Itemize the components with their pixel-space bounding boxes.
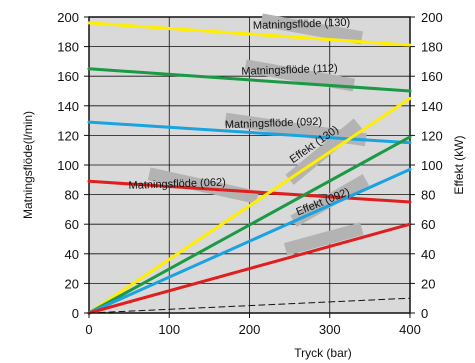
series-line [87,67,412,93]
series-lines [87,21,412,315]
y-tick-label: 80 [65,188,79,203]
y-tick-label: 0 [72,306,79,321]
y2-tick-label: 60 [421,217,435,232]
x-tick-label: 200 [239,322,261,337]
x-tick-label: 300 [319,322,341,337]
y2-tick-label: 160 [421,69,443,84]
y2-tick-label: 40 [421,247,435,262]
tick-marks [84,16,415,318]
series-annotation: Matningsflöde (062) [128,177,226,192]
series-line [87,120,412,145]
y2-tick-label: 100 [421,158,443,173]
label-backdrop [244,59,355,92]
y2-tick-label: 140 [421,99,443,114]
y2-tick-label: 20 [421,276,435,291]
label-backdrop [290,174,370,227]
series-annotation: Matningsflöde (092) [225,116,323,131]
y-tick-label: 100 [57,158,79,173]
y-tick-label: 60 [65,217,79,232]
series-line [87,222,412,315]
y2-tick-label: 120 [421,128,443,143]
y-tick-label: 180 [57,40,79,55]
y2-tick-label: 180 [421,40,443,55]
reference-dashed-line [88,297,411,314]
y-tick-label: 200 [57,10,79,25]
y-tick-label: 160 [57,69,79,84]
series-line [87,96,412,315]
label-backdrop [260,13,363,45]
y2-tick-label: 200 [421,10,443,25]
x-tick-label: 0 [85,322,92,337]
x-axis-label: Tryck (bar) [294,346,352,360]
y-tick-label: 20 [65,276,79,291]
x-tick-label: 100 [158,322,180,337]
series-annotation: Matningsflöde (130) [253,17,351,32]
y2-tick-label: 0 [421,306,428,321]
series-line [87,179,412,204]
series-line [87,21,412,47]
y-axis-left-label: Matningsflöde(l/min) [21,111,35,219]
label-backgrounds [147,13,370,256]
y-tick-label: 120 [57,128,79,143]
label-backdrop [283,222,364,256]
y-axis-right-label: Effekt (kW) [452,135,466,194]
series-annotation: Matningsflöde (112) [241,63,338,78]
label-backdrop [147,167,259,204]
series-line [87,135,412,315]
series-line [87,167,412,315]
y-tick-label: 40 [65,247,79,262]
tick-labels: 0 100 200 300 400020406080100120140160180200… [57,10,442,337]
y-tick-label: 140 [57,99,79,114]
x-tick-label: 400 [399,322,421,337]
y2-tick-label: 80 [421,188,435,203]
